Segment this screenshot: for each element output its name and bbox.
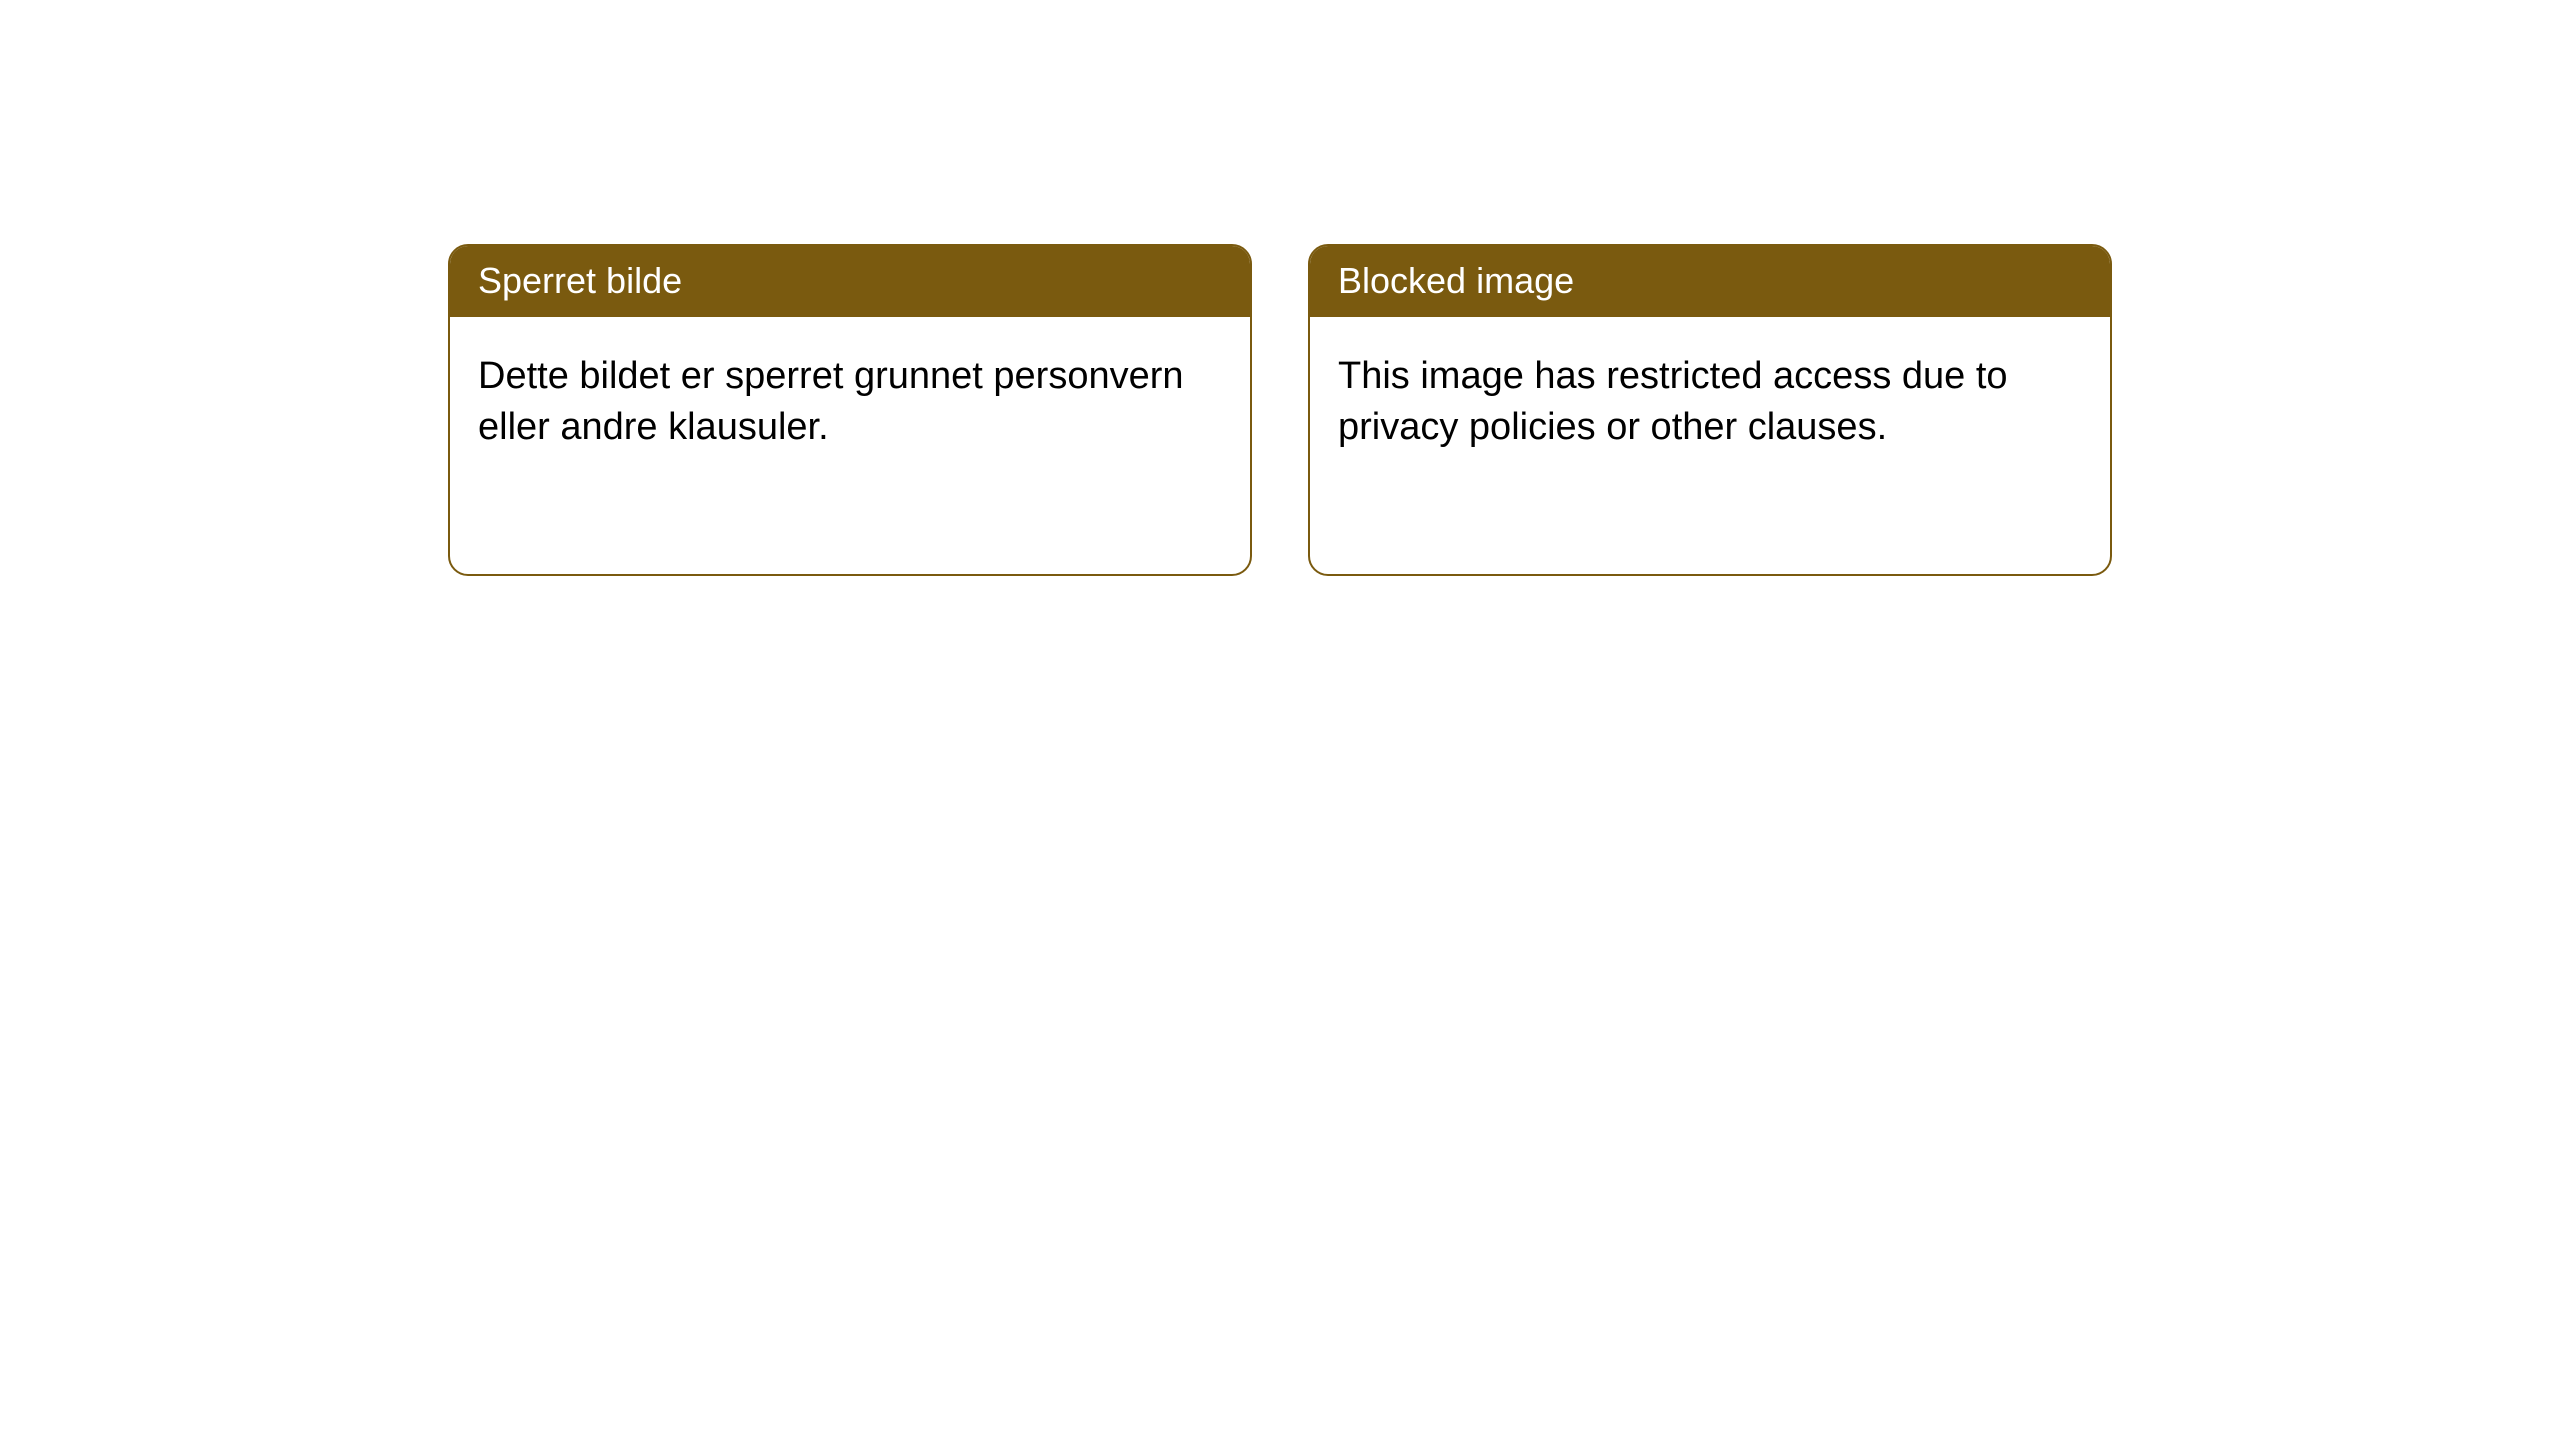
- notice-title: Sperret bilde: [478, 260, 682, 301]
- notice-title: Blocked image: [1338, 260, 1574, 301]
- notice-body: Dette bildet er sperret grunnet personve…: [450, 317, 1250, 488]
- notice-header: Blocked image: [1310, 246, 2110, 317]
- notice-box-english: Blocked image This image has restricted …: [1308, 244, 2112, 576]
- notice-body: This image has restricted access due to …: [1310, 317, 2110, 488]
- notice-text: Dette bildet er sperret grunnet personve…: [478, 355, 1184, 448]
- notice-box-norwegian: Sperret bilde Dette bildet er sperret gr…: [448, 244, 1252, 576]
- notice-text: This image has restricted access due to …: [1338, 355, 2008, 448]
- notice-header: Sperret bilde: [450, 246, 1250, 317]
- notice-container: Sperret bilde Dette bildet er sperret gr…: [448, 244, 2112, 576]
